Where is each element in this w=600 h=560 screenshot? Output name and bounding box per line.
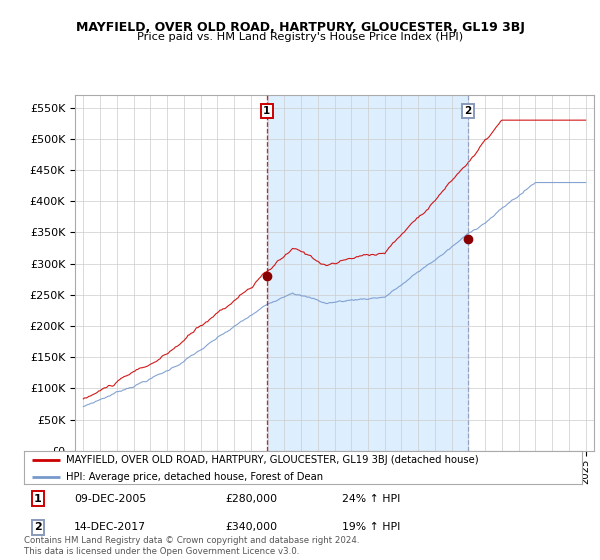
Text: Contains HM Land Registry data © Crown copyright and database right 2024.
This d: Contains HM Land Registry data © Crown c…: [24, 536, 359, 556]
Text: £340,000: £340,000: [225, 522, 277, 532]
Text: 1: 1: [263, 106, 271, 116]
Text: Price paid vs. HM Land Registry's House Price Index (HPI): Price paid vs. HM Land Registry's House …: [137, 32, 463, 43]
Text: 2: 2: [34, 522, 42, 532]
Text: MAYFIELD, OVER OLD ROAD, HARTPURY, GLOUCESTER, GL19 3BJ: MAYFIELD, OVER OLD ROAD, HARTPURY, GLOUC…: [76, 21, 524, 34]
Bar: [266, 95, 467, 451]
Text: 1: 1: [34, 494, 42, 503]
Text: 24% ↑ HPI: 24% ↑ HPI: [342, 494, 400, 503]
Text: HPI: Average price, detached house, Forest of Dean: HPI: Average price, detached house, Fore…: [66, 472, 323, 482]
Text: 2: 2: [464, 106, 471, 116]
Text: £280,000: £280,000: [225, 494, 277, 503]
Text: 19% ↑ HPI: 19% ↑ HPI: [342, 522, 400, 532]
Text: MAYFIELD, OVER OLD ROAD, HARTPURY, GLOUCESTER, GL19 3BJ (detached house): MAYFIELD, OVER OLD ROAD, HARTPURY, GLOUC…: [66, 455, 478, 465]
Text: 14-DEC-2017: 14-DEC-2017: [74, 522, 146, 532]
Text: 09-DEC-2005: 09-DEC-2005: [74, 494, 146, 503]
